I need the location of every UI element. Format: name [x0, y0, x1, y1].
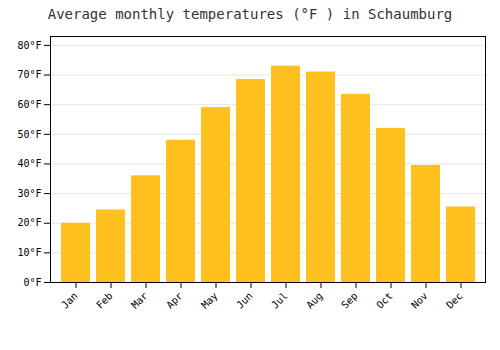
- svg-text:60°F: 60°F: [17, 99, 41, 110]
- svg-text:Oct: Oct: [374, 290, 395, 311]
- svg-text:30°F: 30°F: [17, 188, 41, 199]
- svg-text:40°F: 40°F: [17, 158, 41, 169]
- svg-text:50°F: 50°F: [17, 129, 41, 140]
- svg-text:20°F: 20°F: [17, 217, 41, 228]
- svg-text:Nov: Nov: [409, 290, 430, 311]
- svg-text:Feb: Feb: [94, 290, 115, 311]
- svg-text:Jul: Jul: [269, 290, 290, 311]
- html-text:Average monthly temperatures (: Average monthly temperatures (°F ) in Sc…: [47, 6, 453, 22]
- svg-text:10°F: 10°F: [17, 247, 41, 258]
- svg-text:Aug: Aug: [304, 290, 325, 311]
- svg-text:Apr: Apr: [164, 290, 185, 311]
- svg-text:70°F: 70°F: [17, 69, 41, 80]
- svg-text:Dec: Dec: [444, 290, 465, 311]
- svg-text:May: May: [199, 290, 220, 311]
- svg-text:0°F: 0°F: [23, 277, 41, 288]
- svg-text:Mar: Mar: [129, 290, 150, 311]
- svg-text:Jun: Jun: [234, 290, 255, 311]
- svg-text:80°F: 80°F: [17, 40, 41, 51]
- svg-text:Sep: Sep: [339, 290, 360, 311]
- svg-text:Jan: Jan: [59, 290, 80, 311]
